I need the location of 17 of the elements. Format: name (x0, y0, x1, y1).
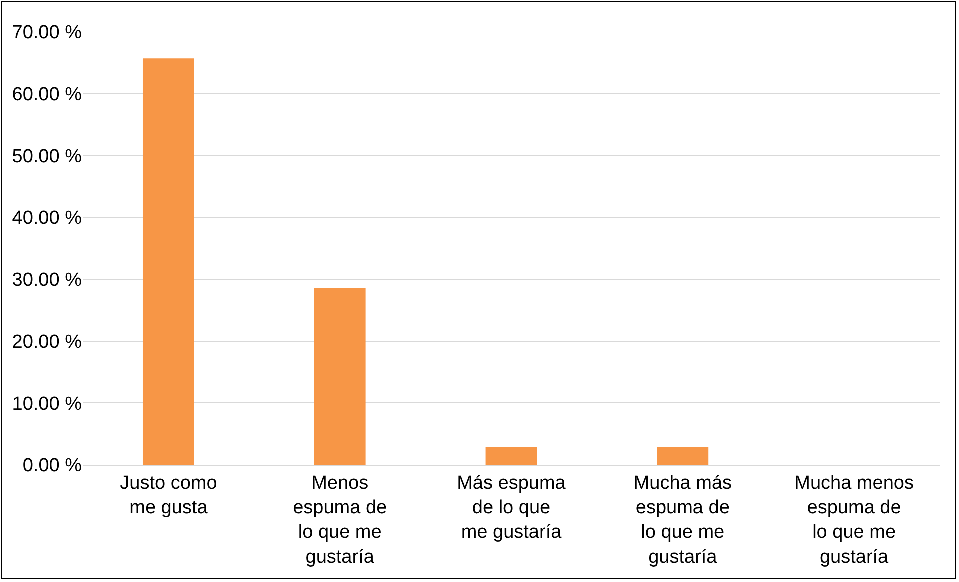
y-tick-label: 10.00 % (12, 394, 82, 415)
x-tick-label: Mucha menos espuma de lo que me gustaría (794, 472, 914, 568)
bar (486, 447, 538, 465)
y-tick-label: 60.00 % (12, 84, 82, 106)
bar (657, 447, 709, 465)
bar (142, 58, 194, 465)
y-tick-label: 30.00 % (12, 270, 82, 292)
x-tick-label: Justo como me gusta (120, 472, 218, 518)
x-tick-label: Menos espuma de lo que me gustaría (293, 472, 388, 568)
bar (314, 288, 366, 465)
y-tick-label: 0.00 % (22, 456, 82, 477)
y-tick-label: 40.00 % (12, 208, 82, 230)
x-tick-label: Mucha más espuma de lo que me gustaría (634, 472, 732, 568)
y-tick-label: 50.00 % (12, 146, 82, 168)
x-tick-label: Más espuma de lo que me gustaría (457, 472, 566, 544)
y-tick-label: 20.00 % (12, 332, 82, 353)
y-tick-label: 70.00 % (12, 22, 82, 44)
